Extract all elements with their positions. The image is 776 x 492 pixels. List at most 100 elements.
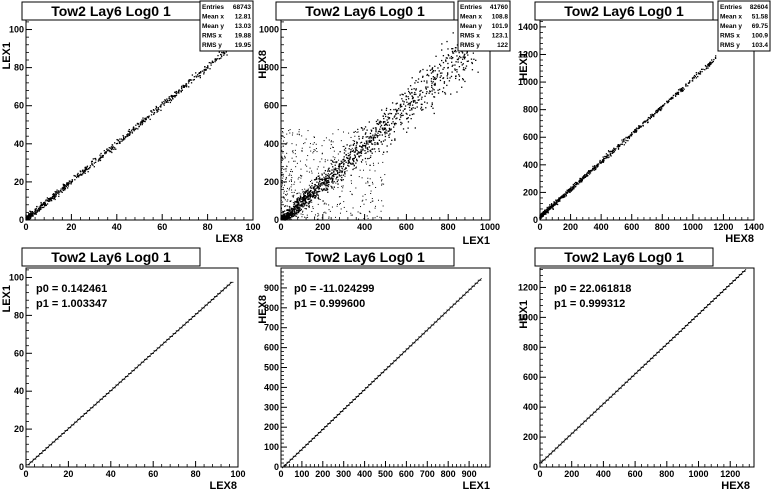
data-point	[291, 191, 293, 193]
data-point	[91, 163, 93, 165]
data-point	[79, 173, 82, 175]
data-point	[290, 200, 292, 202]
data-point	[609, 151, 611, 153]
data-point	[679, 88, 681, 90]
data-point	[324, 170, 327, 172]
data-point	[362, 145, 365, 147]
data-point	[336, 205, 338, 207]
y-tick-label: 1000	[518, 312, 538, 322]
data-point	[565, 195, 568, 197]
data-point	[416, 106, 418, 108]
data-point	[305, 191, 307, 193]
data-point	[431, 82, 433, 84]
data-point	[380, 176, 382, 178]
data-point	[455, 51, 457, 53]
data-point	[553, 204, 555, 206]
data-point	[323, 189, 325, 191]
data-point	[587, 172, 590, 174]
data-point	[546, 208, 548, 210]
data-point	[352, 140, 354, 142]
data-point	[638, 127, 640, 129]
data-point	[284, 215, 286, 217]
data-point	[619, 144, 621, 146]
data-point	[434, 84, 436, 86]
data-point	[101, 154, 103, 157]
data-point	[180, 90, 182, 92]
data-point	[300, 213, 302, 215]
data-point	[375, 131, 377, 133]
data-point	[708, 65, 711, 67]
data-point	[613, 149, 615, 152]
data-point	[545, 211, 547, 214]
data-point	[316, 151, 318, 153]
data-point	[579, 178, 581, 180]
data-point	[300, 208, 302, 211]
data-point	[350, 149, 352, 151]
data-point	[343, 206, 345, 208]
data-point	[646, 119, 648, 122]
data-point	[302, 206, 304, 208]
data-point	[455, 61, 457, 63]
data-point	[300, 193, 302, 195]
data-point	[211, 60, 214, 62]
data-point	[442, 77, 444, 80]
data-point	[311, 210, 313, 212]
data-point	[411, 109, 413, 111]
data-point	[440, 65, 442, 67]
data-point	[385, 109, 388, 111]
data-point	[293, 203, 295, 205]
data-point	[339, 202, 341, 204]
data-point	[330, 159, 332, 161]
data-point	[91, 163, 93, 166]
data-point	[354, 155, 357, 157]
data-point	[324, 178, 326, 180]
data-point	[221, 51, 223, 54]
data-point	[318, 172, 320, 174]
data-point	[303, 197, 305, 199]
data-point	[127, 135, 129, 137]
data-point	[38, 208, 41, 210]
data-point	[380, 131, 382, 134]
data-point	[676, 91, 678, 94]
data-point	[331, 206, 333, 208]
data-point	[417, 81, 419, 83]
data-point	[573, 188, 575, 190]
data-point	[325, 181, 327, 183]
data-point	[564, 193, 566, 195]
data-point	[318, 183, 320, 186]
data-point	[395, 103, 397, 105]
data-point	[108, 147, 110, 149]
x-tick-label: 1200	[720, 469, 740, 479]
data-point	[392, 121, 394, 123]
data-point	[309, 195, 311, 197]
data-point	[389, 129, 391, 131]
stats-label: RMS y	[202, 42, 222, 49]
data-point	[74, 175, 76, 177]
data-point	[128, 134, 131, 136]
data-point	[452, 32, 454, 34]
data-point	[342, 159, 344, 161]
data-point	[382, 122, 385, 124]
data-point	[362, 199, 364, 201]
data-point	[399, 106, 402, 108]
data-point	[116, 138, 118, 141]
data-point	[426, 102, 428, 104]
data-point	[339, 169, 341, 172]
data-point	[321, 178, 323, 180]
data-point	[672, 94, 675, 97]
data-point	[471, 62, 474, 65]
data-point	[282, 145, 284, 147]
data-point	[353, 160, 355, 163]
data-point	[442, 61, 445, 64]
data-point	[145, 118, 147, 121]
data-point	[336, 167, 338, 169]
data-point	[90, 161, 93, 163]
data-point	[280, 146, 282, 148]
data-point	[205, 69, 207, 71]
data-point	[188, 79, 190, 81]
data-point	[373, 139, 375, 141]
data-point	[285, 143, 287, 145]
data-point	[376, 143, 378, 145]
data-point	[282, 213, 284, 215]
stats-label: RMS y	[460, 42, 480, 49]
